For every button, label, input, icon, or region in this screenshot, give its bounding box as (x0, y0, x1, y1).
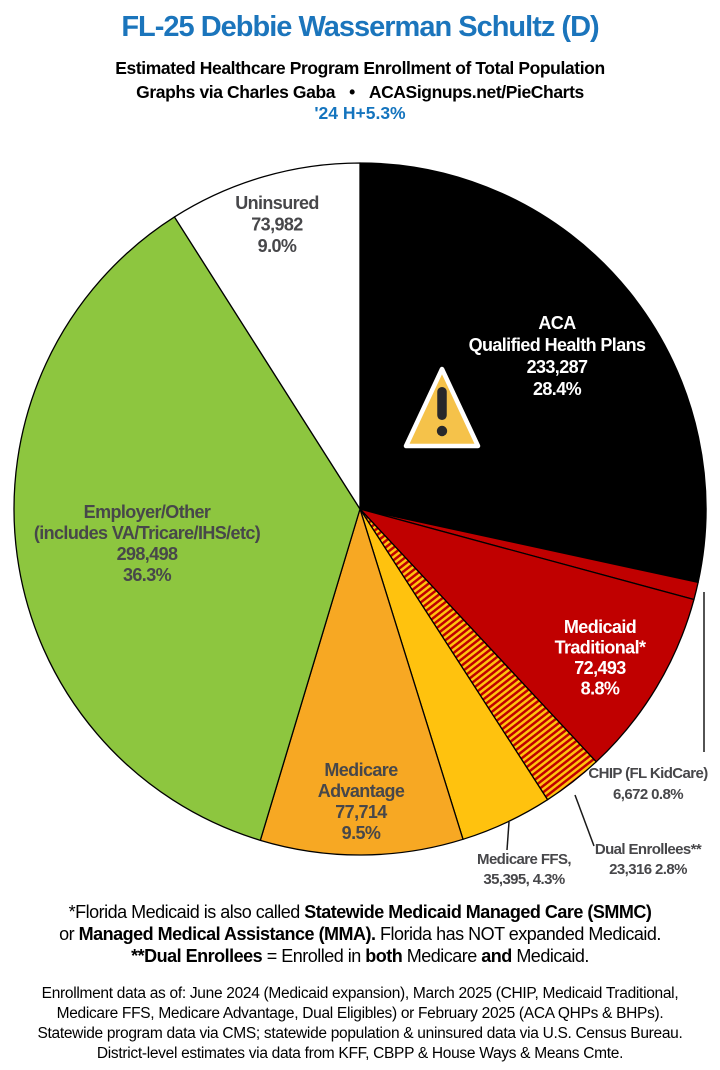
aca_qhp-slice-label: ACA Qualified Health Plans 233,287 28.4% (469, 313, 646, 399)
page-title: FL-25 Debbie Wasserman Schultz (D) (121, 11, 599, 43)
source-note: Enrollment data as of: June 2024 (Medica… (0, 984, 720, 1064)
annotation-24h: '24 H+5.3% (314, 103, 406, 123)
source-line-3: Statewide program data via CMS; statewid… (37, 1025, 683, 1042)
chart-subtitle: Estimated Healthcare Program Enrollment … (115, 58, 605, 78)
pie-slice-employer_other (13, 216, 361, 841)
source-line-2: Medicare FFS, Medicare Advantage, Dual E… (56, 1005, 664, 1022)
footnote-line-2: or Managed Medical Assistance (MMA). Flo… (59, 924, 661, 944)
footnote-line-3: **Dual Enrollees = Enrolled in both Medi… (131, 946, 589, 966)
footnotes: *Florida Medicaid is also called Statewi… (0, 901, 720, 967)
source-line-4: District-level estimates via data from K… (96, 1045, 624, 1062)
pie-slice-uninsured (173, 162, 361, 510)
medicare_ffs-callout-label: Medicare FFS, 35,395, 4.3% (477, 851, 571, 888)
uninsured-slice-label: Uninsured 73,982 9.0% (235, 193, 319, 256)
employer_other-slice-label: Employer/Other (includes VA/Tricare/IHS/e… (34, 502, 261, 585)
medicare_advantage-slice-label: Medicare Advantage 77,714 9.5% (318, 760, 405, 843)
chip-callout-label: CHIP (FL KidCare) 6,672 0.8% (588, 765, 708, 803)
credit-author: Graphs via Charles Gaba (136, 82, 336, 102)
credit-site: ACASignups.net/PieCharts (368, 82, 584, 102)
medicare_ffs-leader-line (506, 821, 510, 851)
dual_enrollees-callout-label: Dual Enrollees** 23,316 2.8% (595, 841, 702, 878)
warning-triangle-icon (403, 366, 481, 449)
bullet-separator: • (349, 82, 355, 102)
pie-slice-aca_qhp (359, 162, 707, 584)
pie-slice-medicaid_traditional (359, 508, 695, 763)
source-line-1: Enrollment data as of: June 2024 (Medica… (41, 985, 679, 1002)
medicaid_traditional-slice-label: Medicaid Traditional* 72,493 8.8% (555, 617, 646, 699)
pie-slice-medicare_advantage (259, 508, 464, 856)
dual_enrollees-leader-line (574, 794, 595, 847)
footnote-line-1: *Florida Medicaid is also called Statewi… (68, 902, 652, 922)
credit-line: Graphs via Charles Gaba • ACASignups.net/P… (0, 82, 720, 103)
